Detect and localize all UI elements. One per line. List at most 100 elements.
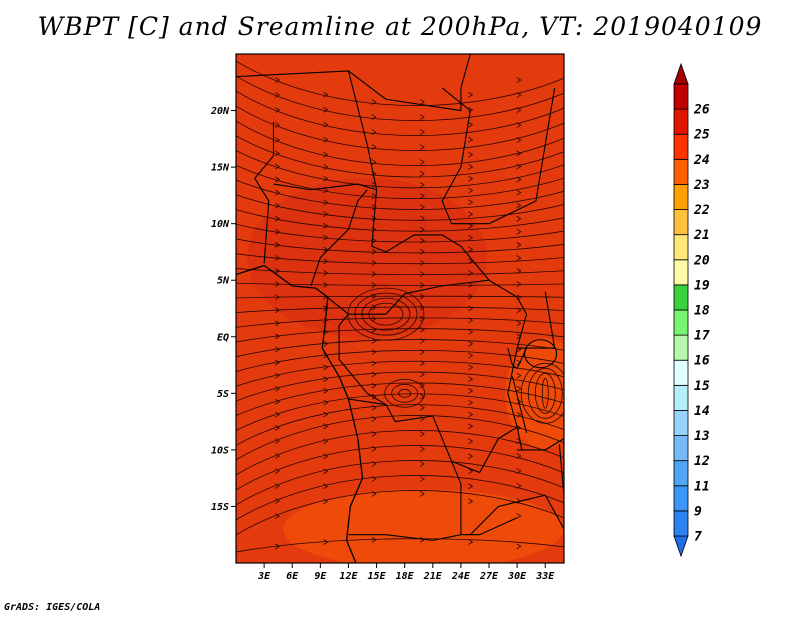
streamline-arrow (371, 476, 377, 482)
streamline-arrow (419, 338, 425, 344)
streamline (236, 339, 564, 358)
lon-tick-label: 21E (423, 571, 443, 582)
streamline-arrow (468, 329, 474, 335)
streamline-arrow (516, 77, 522, 83)
streamline-arrow (323, 305, 329, 312)
country-border (319, 279, 528, 451)
streamline-arrow (323, 340, 329, 347)
streamline (236, 317, 564, 328)
wbpt-warm-patch (505, 338, 564, 449)
streamline-arrow (275, 202, 281, 209)
streamline (236, 60, 564, 106)
streamline-arrow (275, 150, 281, 157)
streamline-arrow (275, 453, 281, 459)
country-border (517, 437, 564, 507)
country-border (348, 517, 518, 541)
streamline-arrow (419, 360, 425, 367)
lat-tick-label: 5N (217, 276, 230, 287)
colorbar-label: 16 (694, 354, 710, 369)
streamline-arrow (419, 170, 425, 177)
lat-tick-label: 10N (211, 219, 230, 230)
country-border (451, 460, 462, 535)
streamline-arrow (516, 189, 522, 196)
streamline (236, 371, 564, 402)
streamline-arrow (275, 281, 281, 287)
streamline-arrow (468, 164, 474, 170)
streamline-arrow (323, 423, 329, 430)
colorbar-label: 9 (694, 504, 702, 519)
lake-malawi (558, 444, 564, 496)
streamline (236, 404, 564, 446)
streamline-arrow (468, 399, 474, 406)
colorbar-bin (673, 485, 689, 512)
coastline (603, 342, 625, 449)
streamline (236, 360, 564, 387)
streamline-arrow (419, 371, 425, 378)
streamline-arrow (371, 315, 377, 322)
streamline (236, 179, 564, 210)
streamline-arrow (419, 114, 425, 120)
streamline-arrow (419, 326, 425, 333)
lon-tick-label: 33E (535, 571, 555, 582)
streamline-arrow (323, 136, 329, 143)
colorbar-label: 19 (694, 278, 710, 293)
streamline-arrow (419, 248, 425, 255)
streamline-arrow (275, 425, 281, 431)
streamline-arrow (371, 99, 377, 105)
streamline-arrow (468, 223, 474, 229)
streamline-arrow (275, 498, 281, 504)
streamline-arrow (419, 226, 425, 233)
streamline-arrow (371, 431, 377, 437)
colorbar-bin (673, 234, 689, 261)
streamline-arrow (419, 215, 425, 222)
lat-tick-label: 20N (210, 106, 230, 117)
streamline-arrow (275, 268, 281, 274)
streamline-arrow (323, 376, 329, 382)
streamline-arrow (371, 491, 377, 497)
streamline-arrow (323, 246, 329, 253)
country-border (469, 494, 564, 536)
colorbar-bin (673, 309, 689, 336)
country-border (366, 392, 518, 474)
streamline-arrow (419, 404, 425, 411)
streamline-arrow (468, 539, 474, 545)
streamline-arrow (323, 121, 329, 128)
streamline-arrow (419, 271, 425, 277)
streamline-eddy (527, 367, 563, 419)
colorbar: 7 9 11 12 13 14 15 16 17 18 19 20 21 22 23 24 25 26 (673, 62, 710, 558)
streamline-arrow (468, 411, 474, 418)
streamline-arrow (371, 338, 377, 344)
streamline-arrow (516, 92, 522, 98)
streamline-arrow (275, 346, 281, 353)
colorbar-bin (673, 209, 689, 236)
streamline-arrow (468, 293, 474, 300)
streamline-arrow (516, 107, 522, 113)
streamline-arrow (371, 204, 377, 211)
streamline-arrow (371, 271, 377, 277)
colorbar-label: 11 (694, 479, 710, 494)
lat-tick-label: 15S (211, 502, 229, 513)
streamline-eddy (534, 372, 556, 414)
streamline-arrow (371, 404, 377, 411)
streamline-arrow (275, 228, 281, 235)
streamline (236, 75, 564, 121)
colorbar-label: 20 (693, 253, 710, 268)
colorbar-bin (673, 334, 689, 361)
streamline-arrow (275, 468, 281, 474)
streamline-arrow (468, 121, 474, 128)
streamline-arrow (371, 446, 377, 452)
streamline (236, 149, 564, 189)
country-border (517, 291, 556, 349)
streamline-arrow (371, 129, 377, 135)
streamline (236, 475, 564, 521)
streamline-arrow (275, 411, 281, 418)
streamline-arrow (275, 543, 281, 550)
streamline-arrow (323, 483, 329, 490)
colorbar-bin (673, 384, 689, 411)
colorbar-label: 22 (693, 203, 710, 218)
streamline-arrow (468, 352, 474, 359)
streamline-arrow (371, 159, 377, 165)
coastline (236, 264, 364, 563)
streamline-arrow (275, 372, 281, 379)
